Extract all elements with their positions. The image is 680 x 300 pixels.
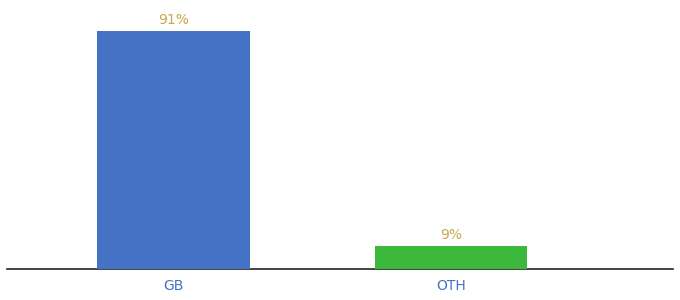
Bar: [97, 31, 250, 269]
Text: 91%: 91%: [158, 13, 189, 27]
Text: 9%: 9%: [440, 228, 462, 242]
Bar: [375, 246, 528, 269]
